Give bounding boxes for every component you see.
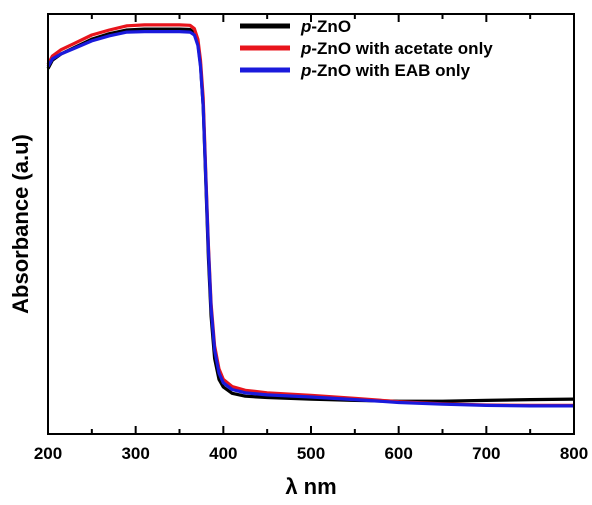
legend-label-text: -ZnO with acetate only	[311, 39, 493, 58]
legend-label-2: p-ZnO with acetate only	[300, 39, 493, 58]
x-tick-label: 800	[560, 444, 588, 463]
legend-label-1: p-ZnO	[300, 17, 351, 36]
series-line-2	[46, 23, 574, 407]
legend-label-italic: p	[300, 39, 311, 58]
x-tick-label: 500	[297, 444, 325, 463]
legend-label-text: -ZnO	[311, 17, 351, 36]
x-tick-label: 200	[34, 444, 62, 463]
legend-label-3: p-ZnO with EAB only	[300, 61, 471, 80]
x-tick-label: 400	[209, 444, 237, 463]
legend-label-italic: p	[300, 61, 311, 80]
tick-labels: 200 300 400 500 600 700 800	[34, 444, 588, 463]
series-layer	[46, 23, 575, 408]
series-line-1	[46, 27, 575, 403]
x-tick-label: 300	[121, 444, 149, 463]
legend-label-italic: p	[300, 17, 311, 36]
y-axis-label: Absorbance (a.u)	[8, 134, 33, 314]
x-axis-label: λ nm	[285, 474, 336, 499]
ticks-layer	[47, 14, 575, 434]
x-tick-label: 600	[384, 444, 412, 463]
series-line-3	[46, 30, 574, 408]
x-tick-label: 700	[472, 444, 500, 463]
legend-label-text: -ZnO with EAB only	[311, 61, 470, 80]
